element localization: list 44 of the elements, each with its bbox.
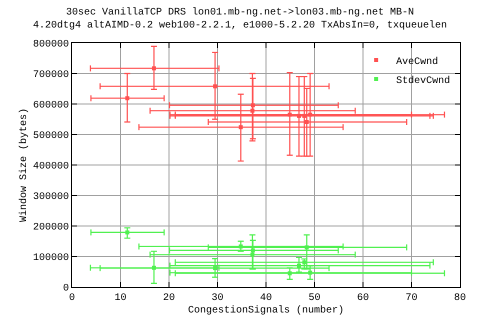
x-tick-label: 70 — [405, 293, 418, 304]
point — [238, 244, 243, 248]
point — [250, 252, 254, 257]
y-tick-label: 100000 — [32, 253, 69, 264]
y-tick-label: 0 — [62, 284, 69, 294]
x-tick-label: 60 — [356, 293, 370, 304]
y-tick-label: 400000 — [32, 162, 69, 172]
x-tick-label: 10 — [114, 293, 127, 304]
point — [250, 108, 254, 113]
point — [152, 266, 156, 270]
point — [288, 112, 292, 117]
point — [250, 248, 255, 252]
x-tick-label: 30 — [211, 293, 224, 304]
point — [288, 271, 292, 276]
point — [238, 125, 243, 130]
x-axis-title: CongestionSignals (number) — [188, 304, 344, 316]
point — [308, 112, 312, 117]
point — [125, 96, 130, 100]
y-tick-label: 700000 — [32, 70, 69, 81]
y-tick-label: 500000 — [32, 131, 69, 142]
point — [302, 260, 306, 264]
point — [296, 264, 301, 268]
y-tick-label: 600000 — [32, 100, 69, 112]
point — [302, 114, 306, 118]
point — [152, 66, 156, 70]
y-axis-title: Window Size (bytes) — [18, 108, 30, 222]
x-tick-label: 20 — [162, 293, 176, 304]
point — [308, 270, 312, 275]
point — [304, 245, 309, 250]
point — [213, 84, 218, 88]
chart-title: 30sec VanillaTCP DRS lon01.mb-ng.net->lon03.mb-ng.net MB-N 4.20dtg4 altAIMD-0.2 web100-2.2.1, e1000-5.2.20 TxAbsIn=0, txqueuelen — [32, 6, 448, 32]
y-tick-label: 200000 — [32, 222, 69, 234]
point — [125, 230, 130, 234]
legend-label: AveCwnd — [396, 56, 438, 68]
point — [213, 266, 218, 270]
x-tick-label: 40 — [260, 293, 272, 304]
y-tick-label: 800000 — [32, 40, 69, 50]
point — [250, 103, 255, 108]
legend-label: StdevCwnd — [396, 74, 450, 87]
point — [304, 120, 309, 124]
x-tick-label: 50 — [308, 293, 321, 304]
y-tick-label: 300000 — [32, 192, 69, 203]
point — [296, 114, 301, 118]
x-tick-label: 80 — [454, 293, 466, 304]
